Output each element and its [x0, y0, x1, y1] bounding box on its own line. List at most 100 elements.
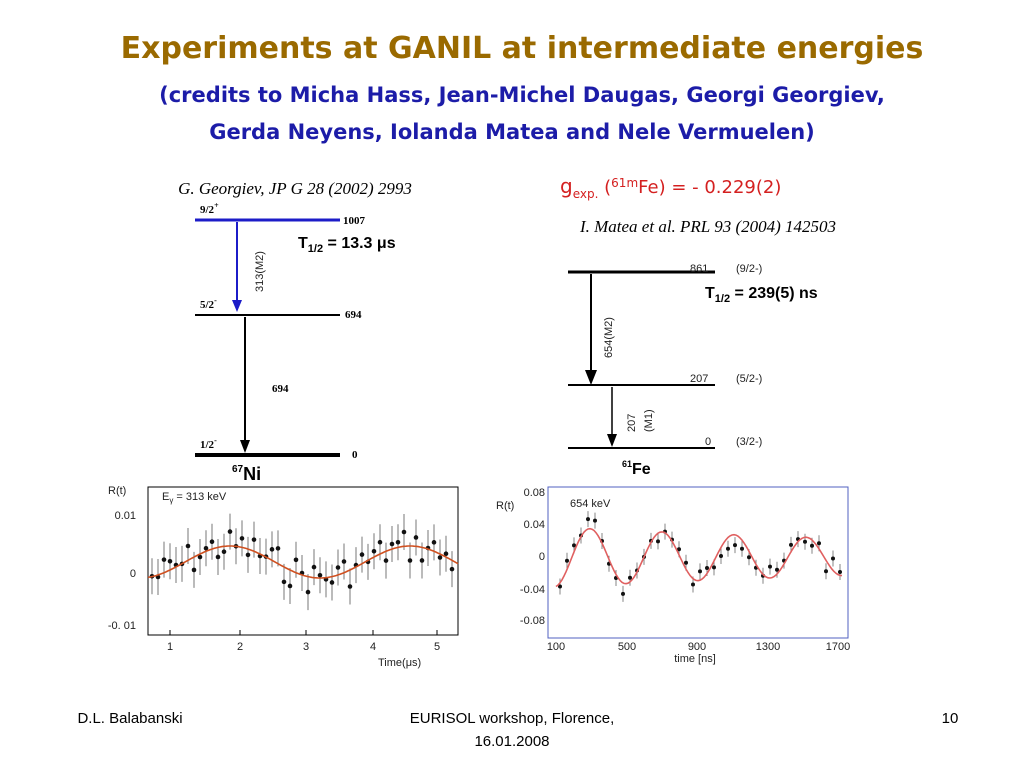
point [329, 580, 335, 585]
x-ticks: 100 500 900 1300 1700 [547, 641, 850, 653]
point [221, 549, 227, 555]
point [197, 554, 203, 560]
point [747, 555, 751, 560]
transition: 694 [272, 383, 289, 395]
point [377, 539, 383, 545]
point [413, 535, 419, 540]
point [586, 517, 590, 522]
point [239, 536, 245, 541]
point [677, 547, 681, 552]
point [281, 579, 287, 585]
point [656, 539, 660, 544]
footer-event: EURISOL workshop, Florence, [410, 710, 615, 727]
point [789, 542, 793, 547]
footer-author: D.L. Balabanski [77, 710, 182, 727]
y-ticks: 0.08 0.04 0 -0.04 -0.08 [520, 487, 545, 627]
spin: 5/2- [200, 296, 217, 311]
point [395, 539, 401, 545]
x-tick-label: 5 [434, 641, 440, 653]
point [371, 548, 377, 554]
point [824, 569, 828, 574]
point [209, 539, 215, 545]
y-tick-label: -0.04 [520, 584, 545, 596]
point [191, 567, 197, 573]
y-tick-label: 0.01 [115, 510, 136, 522]
x-tick-label: 1 [167, 641, 173, 653]
nucleus: 67Ni [232, 464, 261, 484]
plot-frame [147, 486, 459, 636]
footer-event: 16.01.2008 [474, 733, 549, 750]
point [335, 565, 341, 570]
spin: 1/2- [200, 436, 217, 451]
point [389, 541, 395, 547]
energy: 1007 [343, 215, 366, 227]
energy: 861 [690, 263, 708, 275]
x-tick-label: 4 [370, 641, 376, 653]
point [383, 558, 389, 563]
y-tick-label: 0.08 [524, 487, 545, 499]
y-label: R(t) [496, 500, 514, 512]
point [419, 558, 425, 563]
spin: 9/2+ [200, 201, 219, 216]
spin: (5/2-) [736, 373, 762, 385]
y-tick-label: 0 [539, 551, 545, 563]
point [161, 557, 167, 562]
y-ticks: 0.01 0 -0. 01 [108, 510, 136, 632]
point [275, 546, 281, 551]
point [443, 551, 449, 557]
point [712, 565, 716, 570]
point [705, 565, 709, 570]
x-tick-label: 2 [237, 641, 243, 653]
point [726, 546, 730, 551]
spin: (3/2-) [736, 436, 762, 448]
subtitle: Gerda Neyens, Iolanda Matea and Nele Ver… [209, 120, 815, 144]
x-tick-label: 1300 [756, 641, 780, 653]
arrow-head [240, 440, 250, 453]
x-tick-label: 900 [688, 641, 706, 653]
point [311, 564, 317, 570]
half-life: T1/2 = 239(5) ns [705, 285, 818, 305]
point [227, 529, 233, 534]
title: Experiments at GANIL at intermediate ene… [121, 31, 924, 66]
point [269, 547, 275, 552]
point [449, 566, 455, 572]
g-factor: gexp. (61mFe) = - 0.229(2) [560, 174, 781, 201]
point [341, 559, 347, 564]
subtitle: (credits to Micha Hass, Jean-Michel Daug… [159, 83, 885, 107]
point [684, 560, 688, 565]
point [401, 529, 407, 535]
point [407, 558, 413, 563]
legend: 654 keV [570, 498, 611, 510]
point [768, 564, 772, 569]
point [719, 553, 723, 558]
plot-frame [547, 486, 849, 639]
x-label: Time(μs) [378, 657, 421, 669]
point [831, 556, 835, 561]
transition: 207 [626, 414, 638, 432]
arrow-head [585, 370, 597, 385]
energy: 0 [352, 449, 358, 461]
point [293, 557, 299, 563]
point [565, 558, 569, 563]
point [347, 584, 353, 589]
transition: 654(M2) [603, 317, 615, 358]
arrow-head [232, 300, 242, 312]
point [593, 518, 597, 523]
point [810, 543, 814, 548]
x-tick-label: 1700 [826, 641, 850, 653]
point [740, 546, 744, 551]
x-label: time [ns] [674, 653, 716, 665]
y-tick-label: 0.04 [524, 519, 545, 531]
point [167, 558, 173, 564]
point [185, 543, 191, 549]
point [572, 543, 576, 548]
fit-curve [147, 545, 459, 579]
point [733, 543, 737, 548]
nucleus: 61Fe [622, 459, 651, 478]
fit-curve [555, 527, 843, 588]
y-tick-label: 0 [130, 568, 136, 580]
point [698, 569, 702, 574]
point [251, 537, 257, 542]
